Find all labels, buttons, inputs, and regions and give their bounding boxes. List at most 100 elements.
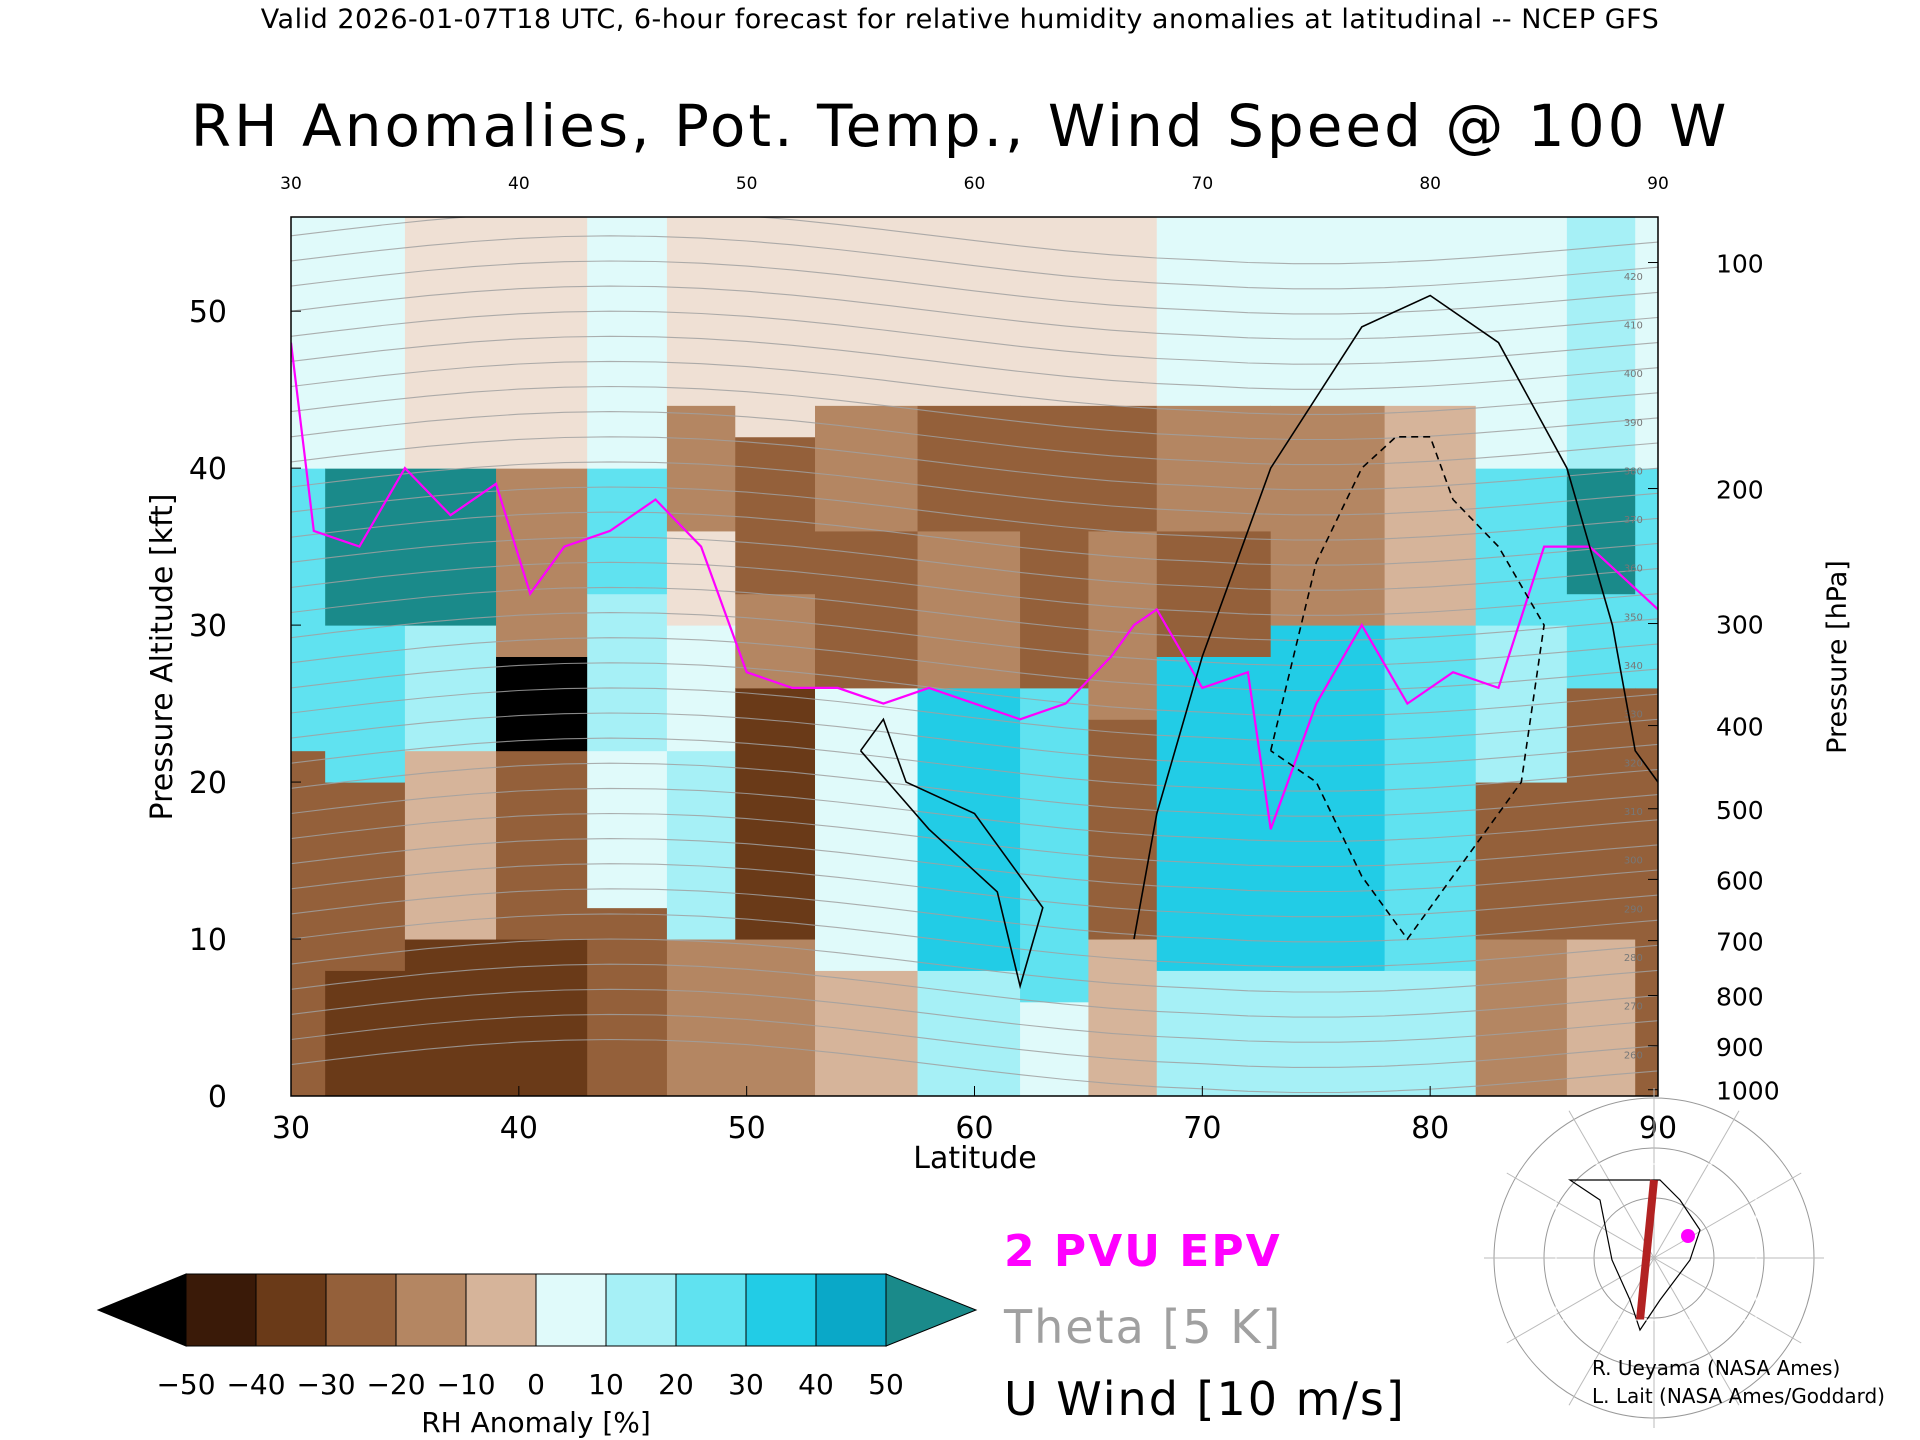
y-axis-label: Pressure Altitude [kft] [145,494,180,821]
rh-cell [1384,217,1477,406]
rh-cell [1635,217,1658,469]
y-tick-label: 40 [189,452,227,487]
inset-map [1484,1088,1824,1428]
theta-contour [291,1013,1658,1068]
x-tick-label: 90 [1639,1111,1677,1146]
colorbar-tick-label: −10 [436,1368,495,1401]
rh-cell [1635,468,1658,689]
theta-contours: 420 410 400 390 380 370 360 350 340 330 320 310 300 2… [291,217,1658,1094]
x-axis-label: Latitude [913,1141,1036,1176]
theta-contour [291,511,1658,566]
theta-contour [291,260,1658,315]
theta-label: 310 [1624,807,1643,818]
rh-cell [496,217,588,469]
rh-cell [496,656,588,752]
y-tick-label: 0 [208,1080,227,1115]
rh-cell [1475,939,1568,1096]
colorbar-tick-label: 10 [588,1368,624,1401]
rh-cell [917,970,1021,1096]
rh-cell [815,217,919,406]
credit-line-2: L. Lait (NASA Ames/Goddard) [1592,1384,1885,1408]
theta-contour [291,687,1658,742]
rh-cell [325,970,406,1096]
theta-contour [291,411,1658,466]
rh-cell [666,217,736,406]
theta-label: 340 [1624,661,1643,672]
theta-label: 280 [1624,953,1643,964]
theta-legend-label: Theta [5 K] [1004,1300,1283,1354]
pressure-tick-label: 800 [1716,983,1764,1012]
rh-cell [1384,499,1477,626]
rh-cell [496,750,588,940]
colorbar-cell [395,1273,467,1347]
rh-cell [587,468,668,595]
top-tick-label: 90 [1647,174,1669,194]
pressure-tick-label: 200 [1716,476,1764,505]
y2-axis-label: Pressure [hPa] [1822,560,1853,754]
rh-cell [325,468,406,626]
colorbar: −50 −40 −30 −20 −10 0 10 20 30 40 50 RH Anomaly [%] [96,1273,978,1439]
inset-meridian [1506,1172,1655,1259]
y-tick-label: 50 [189,295,227,330]
pressure-tick-label: 600 [1716,866,1764,895]
rh-cell [1020,1001,1089,1096]
theta-contour [291,787,1658,842]
x-tick-label: 70 [1183,1111,1221,1146]
inset-meridian [1506,1257,1655,1344]
epv-legend-label: 2 PVU EPV [1004,1226,1282,1277]
colorbar-cell [605,1273,677,1347]
theta-contour [291,586,1658,641]
rh-cell [587,217,668,469]
inset-coastline [1568,1179,1701,1332]
inset-frame [1555,1163,1757,1321]
colorbar-label: RH Anomaly [%] [421,1406,651,1439]
rh-cell [1020,217,1089,406]
rh-cell [917,405,1021,532]
colorbar-tick-label: 20 [658,1368,694,1401]
rh-cell [1088,939,1158,1096]
inset-meridian [1653,1257,1802,1344]
pressure-tick-label: 100 [1716,250,1764,279]
theta-contour [291,217,1658,265]
theta-contour [291,235,1658,290]
theta-contour [291,913,1658,968]
rh-cell [666,405,736,532]
colorbar-tick-label: −40 [226,1368,285,1401]
x-tick-label: 60 [955,1111,993,1146]
x-tick-label: 30 [272,1111,310,1146]
inset-meridian [1653,1110,1740,1259]
colorbar-low-arrow [96,1273,187,1347]
theta-contour [291,863,1658,918]
theta-label: 380 [1624,466,1643,477]
top-tick-label: 70 [1192,174,1214,194]
uwind-contour [859,717,1044,990]
top-tick-label: 50 [736,174,758,194]
inset-marker [1681,1229,1695,1243]
theta-label: 370 [1624,515,1643,526]
inset-cross-section-line [1636,1179,1658,1321]
rh-cell [1384,405,1477,501]
theta-contour [291,938,1658,993]
colorbar-tick-label: 30 [728,1368,764,1401]
theta-contour [291,737,1658,792]
theta-contour [291,285,1658,340]
rh-cell [1020,405,1089,532]
rh-cell [815,405,919,532]
rh-cell [1270,405,1386,532]
rh-cell [735,217,816,438]
x-tick-label: 50 [728,1111,766,1146]
pressure-tick-label: 1000 [1716,1077,1780,1106]
rh-cell [404,625,497,752]
rh-cell [1270,530,1386,626]
rh-cell [666,625,736,752]
rh-cell [1088,217,1158,406]
theta-label: 350 [1624,612,1643,623]
theta-contour [291,536,1658,591]
rh-cell [1384,625,1477,971]
theta-label: 330 [1624,710,1643,721]
pressure-tick-label: 700 [1716,928,1764,957]
top-tick-label: 30 [280,174,302,194]
rh-anomaly-field [291,217,1658,1096]
rh-cell [1088,530,1158,720]
theta-contour [291,662,1658,717]
